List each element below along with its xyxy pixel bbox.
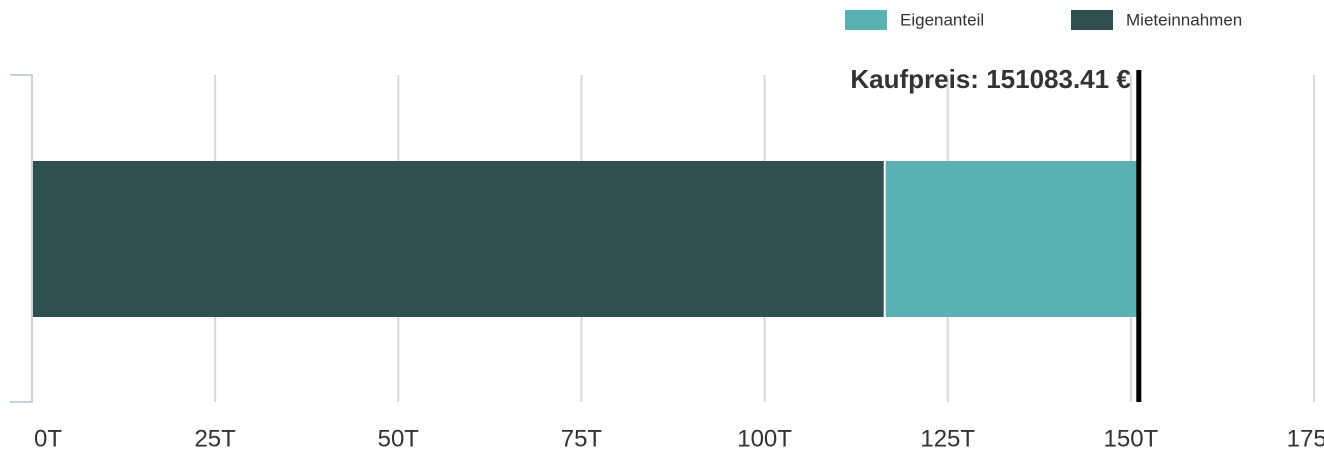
x-tick-label: 25T [194, 425, 236, 452]
legend-swatch [845, 10, 887, 30]
x-tick-label: 75T [561, 425, 603, 452]
legend-swatch [1071, 10, 1113, 30]
legend-label: Mieteinnahmen [1126, 10, 1242, 29]
x-tick-label: 125T [920, 425, 975, 452]
x-tick-label: 0T [34, 425, 62, 452]
y-axis [10, 74, 33, 403]
x-tick-label: 100T [737, 425, 792, 452]
x-tick-label: 50T [378, 425, 420, 452]
x-tick-label: 150T [1104, 425, 1159, 452]
bar-segment [33, 161, 884, 317]
bar-segment [885, 161, 1138, 317]
legend-label: Eigenanteil [900, 10, 984, 29]
x-tick-label: 175T [1287, 425, 1324, 452]
reference-label: Kaufpreis: 151083.41 € [850, 64, 1130, 94]
